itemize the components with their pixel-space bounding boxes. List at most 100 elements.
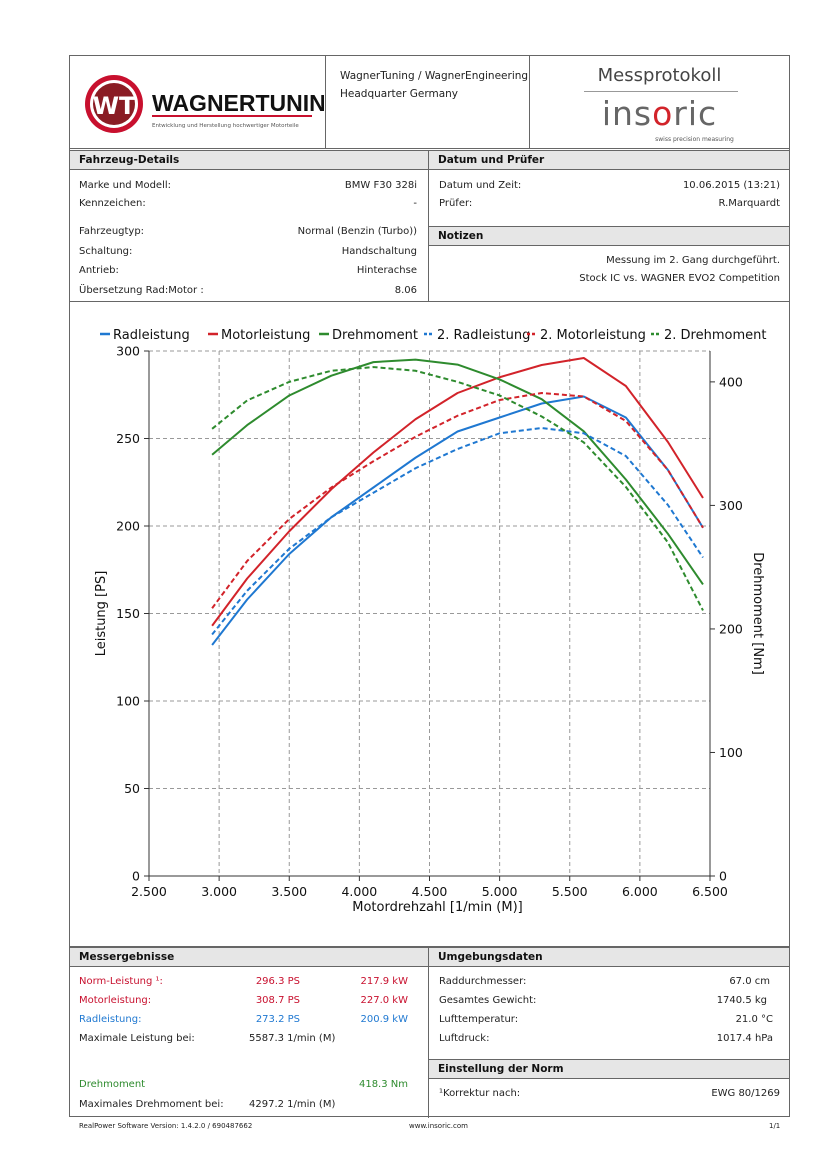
header-divider: [325, 56, 326, 149]
torque-label: Drehmoment: [79, 1079, 146, 1090]
date-value: 10.06.2015 (13:21): [682, 180, 780, 191]
y2-tick-label: 400: [719, 374, 743, 389]
environment-section-title: Umgebungsdaten: [429, 947, 789, 967]
norm-power-kw: 217.9 kW: [360, 976, 409, 987]
x-tick-label: 4.500: [412, 884, 448, 899]
motor-power-ps: 308.7 PS: [255, 995, 300, 1006]
max-power-label: Maximale Leistung bei:: [79, 1033, 195, 1044]
env-value: 21.0 °C: [735, 1014, 773, 1025]
title-rule: [584, 91, 738, 92]
x-tick-label: 4.000: [341, 884, 377, 899]
section-rule: [70, 301, 789, 302]
max-power-rpm: 5587.3 1/min (M): [249, 1033, 336, 1044]
vehicle-label: Schaltung:: [79, 246, 133, 257]
wheel-power-kw: 200.9 kW: [360, 1014, 409, 1025]
series-line: [211, 392, 704, 609]
logo-wordmark: WAGNERTUNING: [152, 90, 324, 116]
date-label: Datum und Zeit:: [439, 180, 522, 191]
motor-power-kw: 227.0 kW: [360, 995, 409, 1006]
x-tick-label: 6.000: [622, 884, 658, 899]
insoric-logo: insoric: [601, 94, 718, 133]
legend-label: 2. Radleistung: [437, 328, 530, 343]
y-tick-label: 200: [116, 519, 140, 534]
y-axis-label: Leistung [PS]: [94, 571, 109, 657]
svg-text:WT: WT: [93, 92, 136, 120]
section-divider: [428, 150, 429, 301]
series-line: [211, 358, 704, 586]
vehicle-value: BMW F30 328i: [344, 180, 417, 191]
torque-value: 418.3 Nm: [358, 1079, 408, 1090]
x-tick-label: 6.500: [692, 884, 728, 899]
section-divider: [428, 947, 429, 1118]
legend-label: Radleistung: [113, 328, 190, 343]
chart-canvas: 2.500 3.000 3.500 4.000 4.500 5.000 5.500 6.000…: [94, 328, 766, 915]
section-rule: [70, 946, 789, 947]
y2-axis-label: Drehmoment [Nm]: [750, 552, 765, 675]
x-tick-label: 2.500: [131, 884, 167, 899]
motor-power-label: Motorleistung:: [79, 995, 152, 1006]
legend-label: Drehmoment: [332, 328, 418, 343]
footer-url[interactable]: www.insoric.com: [409, 1122, 468, 1130]
vehicle-value: 8.06: [394, 285, 417, 296]
y2-tick-label: 300: [719, 498, 743, 513]
legend-label: Motorleistung: [221, 328, 310, 343]
notes-section-title: Notizen: [429, 226, 789, 246]
vehicle-value: -: [413, 198, 417, 209]
vehicle-section-title: Fahrzeug-Details: [70, 150, 429, 170]
date-section-title: Datum und Prüfer: [429, 150, 789, 170]
vehicle-value: Hinterachse: [356, 265, 417, 276]
vehicle-label: Übersetzung Rad:Motor :: [79, 285, 204, 296]
vehicle-label: Kennzeichen:: [79, 198, 146, 209]
footer-page: 1/1: [769, 1122, 781, 1130]
series-line: [211, 395, 704, 646]
y-tick-label: 250: [116, 431, 140, 446]
legend-label: 2. Motorleistung: [540, 328, 646, 343]
legend-label: 2. Drehmoment: [664, 328, 766, 343]
vehicle-label: Antrieb:: [79, 265, 119, 276]
page-header: WT WAGNERTUNING Entwicklung und Herstell…: [70, 56, 789, 149]
env-value: 1740.5 kg: [716, 995, 767, 1006]
x-tick-label: 5.000: [482, 884, 518, 899]
series-line: [211, 357, 704, 627]
env-value: 1017.4 hPa: [716, 1033, 773, 1044]
x-tick-label: 3.500: [271, 884, 307, 899]
vehicle-value: Handschaltung: [341, 246, 417, 257]
y-tick-label: 50: [124, 781, 140, 796]
series-line: [211, 366, 704, 611]
tester-value: R.Marquardt: [718, 198, 780, 209]
tester-label: Prüfer:: [439, 198, 473, 209]
y2-tick-label: 200: [719, 621, 743, 636]
protocol-title: Messprotokoll: [597, 65, 722, 86]
company-name: WagnerTuning / WagnerEngineering: [340, 70, 529, 82]
brand-tagline: swiss precision measuring: [655, 136, 734, 143]
y-tick-label: 100: [116, 694, 140, 709]
x-tick-label: 5.500: [552, 884, 588, 899]
norm-value: EWG 80/1269: [711, 1088, 780, 1099]
footer-software: RealPower Software Version: 1.4.2.0 / 69…: [79, 1122, 253, 1130]
env-label: Lufttemperatur:: [439, 1014, 519, 1025]
y-tick-label: 0: [132, 869, 140, 884]
company-location: Headquarter Germany: [340, 88, 459, 100]
wagnertuning-logo: WT WAGNERTUNING Entwicklung und Herstell…: [84, 73, 344, 135]
vehicle-value: Normal (Benzin (Turbo)): [297, 226, 417, 237]
notes-line: Messung im 2. Gang durchgeführt.: [606, 255, 780, 266]
y2-tick-label: 0: [719, 869, 727, 884]
logo-tagline: Entwicklung und Herstellung hochwertiger…: [152, 123, 299, 129]
series-line: [211, 427, 704, 636]
results-section-title: Messergebnisse: [70, 947, 429, 967]
header-divider: [529, 56, 530, 149]
x-axis-label: Motordrehzahl [1/min (M)]: [352, 900, 522, 915]
max-torque-label: Maximales Drehmoment bei:: [79, 1099, 224, 1110]
env-label: Luftdruck:: [439, 1033, 490, 1044]
y-tick-label: 300: [116, 344, 140, 359]
env-label: Gesamtes Gewicht:: [439, 995, 537, 1006]
norm-section-title: Einstellung der Norm: [429, 1059, 789, 1079]
norm-label: ¹Korrektur nach:: [439, 1088, 521, 1099]
max-torque-rpm: 4297.2 1/min (M): [249, 1099, 336, 1110]
notes-line: Stock IC vs. WAGNER EVO2 Competition: [579, 273, 780, 284]
norm-power-label: Norm-Leistung ¹:: [79, 976, 163, 987]
env-value: 67.0 cm: [729, 976, 770, 987]
x-tick-label: 3.000: [201, 884, 237, 899]
vehicle-label: Marke und Modell:: [79, 180, 172, 191]
performance-chart: 2.500 3.000 3.500 4.000 4.500 5.000 5.500 6.000…: [70, 305, 789, 945]
